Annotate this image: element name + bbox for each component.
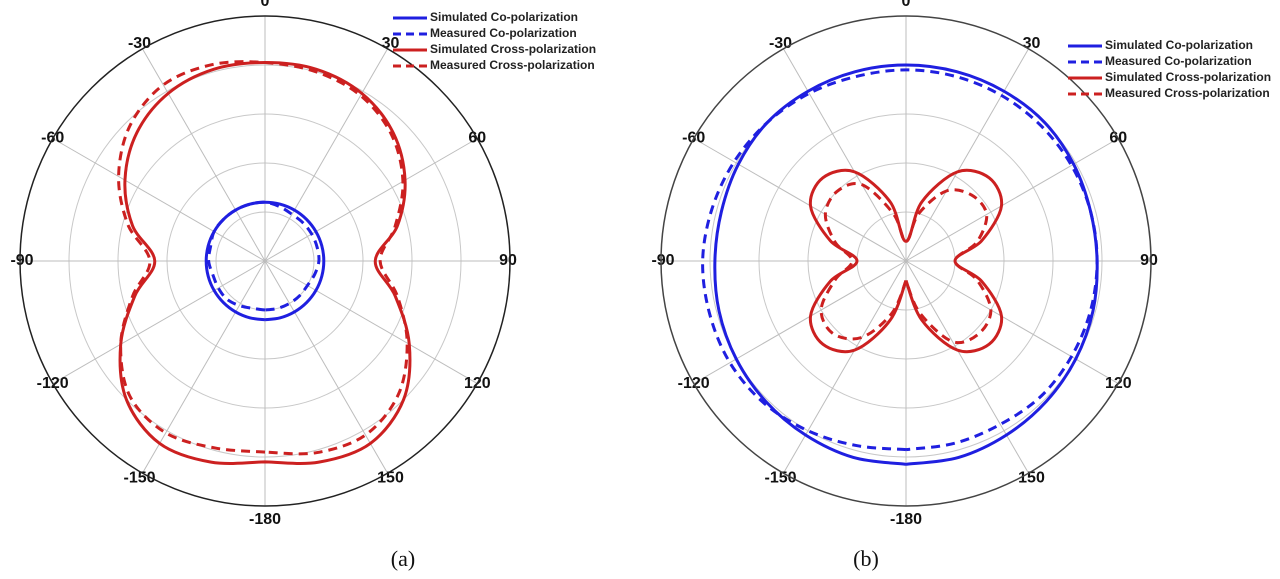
grid-spoke: [52, 260, 266, 384]
polar-frame: [660, 15, 1152, 507]
grid-spoke: [905, 260, 1119, 384]
theta-tick-label: -30: [128, 35, 151, 52]
grid-spoke: [264, 260, 388, 474]
grid-spoke: [264, 48, 388, 262]
legend-label: Simulated Cross-polarization: [430, 42, 596, 56]
series-line: [117, 60, 409, 456]
series-line: [207, 200, 321, 312]
theta-tick-label: 30: [1023, 35, 1041, 52]
legend-label: Simulated Co-polarization: [1105, 38, 1253, 52]
series-line: [204, 200, 326, 322]
polar-frame: [19, 15, 511, 507]
grid-spoke: [264, 138, 478, 262]
theta-tick-label: -150: [764, 470, 796, 487]
grid-spoke: [905, 138, 1119, 262]
theta-tick-label: 0: [902, 0, 911, 10]
grid-spoke: [783, 48, 907, 262]
grid-spoke: [905, 260, 1029, 474]
legend-label: Measured Cross-polarization: [430, 58, 595, 72]
theta-tick-label: 150: [377, 470, 404, 487]
legend-label: Measured Co-polarization: [1105, 54, 1252, 68]
series-line: [819, 181, 993, 345]
caption: (b): [853, 546, 879, 571]
theta-tick-label: 150: [1018, 470, 1045, 487]
grid-spoke: [142, 48, 266, 262]
theta-tick-label: 90: [499, 252, 517, 269]
theta-tick-label: 90: [1140, 252, 1158, 269]
grid-spoke: [142, 260, 266, 474]
series-line: [713, 63, 1099, 466]
grid-spoke: [783, 260, 907, 474]
grid-spoke: [52, 138, 266, 262]
series-line: [808, 168, 1004, 354]
theta-tick-label: -90: [651, 252, 674, 269]
grid-spoke: [693, 138, 907, 262]
theta-tick-label: -150: [123, 470, 155, 487]
caption: (a): [391, 546, 415, 571]
legend-label: Simulated Cross-polarization: [1105, 70, 1271, 84]
theta-tick-label: -180: [890, 511, 922, 528]
grid-spoke: [264, 260, 478, 384]
theta-tick-label: -180: [249, 511, 281, 528]
legend-label: Measured Co-polarization: [430, 26, 577, 40]
grid-spoke: [693, 260, 907, 384]
legend-label: Simulated Co-polarization: [430, 10, 578, 24]
theta-tick-label: -30: [769, 35, 792, 52]
theta-tick-label: -90: [10, 252, 33, 269]
legend-label: Measured Cross-polarization: [1105, 86, 1270, 100]
theta-tick-label: 0: [261, 0, 270, 10]
series-line: [701, 68, 1099, 452]
grid-spoke: [905, 48, 1029, 262]
